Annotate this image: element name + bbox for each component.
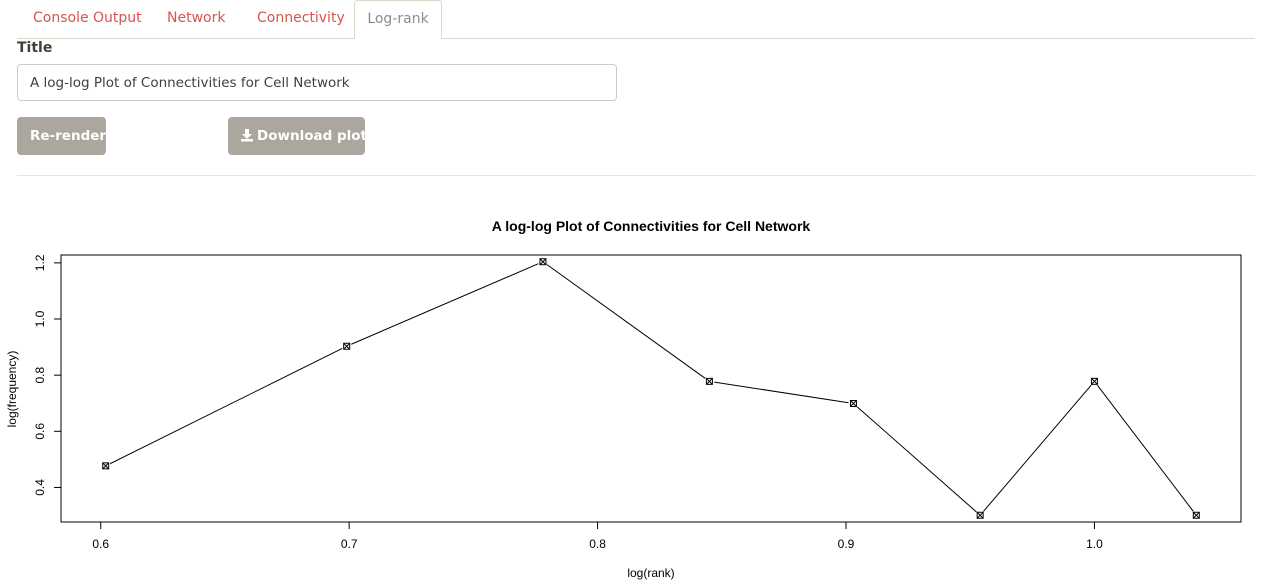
y-tick-label: 0.6 [33, 423, 47, 440]
x-tick-label: 0.8 [589, 537, 606, 551]
x-tick-label: 0.9 [838, 537, 855, 551]
line-segment [983, 384, 1092, 512]
y-axis: 0.4 0.6 0.8 1.0 1.2 [33, 254, 61, 496]
series-line [102, 258, 1200, 519]
line-segment [351, 263, 539, 345]
plot-frame [60, 254, 1242, 523]
y-tick-label: 1.2 [33, 254, 47, 271]
log-rank-plot: A log-log Plot of Connectivities for Cel… [5, 218, 1242, 580]
x-tick-label: 0.6 [92, 537, 109, 551]
data-point [705, 377, 713, 385]
download-plot-label: Download plot [257, 128, 367, 144]
rerender-button[interactable]: Re-render [17, 117, 106, 155]
plot-title: A log-log Plot of Connectivities for Cel… [492, 218, 811, 234]
line-segment [1097, 385, 1194, 512]
x-axis-label: log(rank) [627, 566, 674, 580]
title-input[interactable] [17, 64, 617, 101]
y-tick-label: 0.4 [33, 479, 47, 496]
tab-connectivity[interactable]: Connectivity [257, 10, 345, 26]
tab-network[interactable]: Network [167, 10, 226, 26]
title-field-label: Title [17, 40, 53, 56]
data-point [102, 462, 110, 470]
y-tick-label: 1.0 [33, 310, 47, 327]
data-point [539, 258, 547, 266]
data-point [1090, 377, 1098, 385]
y-tick-label: 0.8 [33, 366, 47, 383]
data-point [343, 342, 351, 350]
x-tick-label: 0.7 [341, 537, 358, 551]
data-point [849, 400, 857, 408]
download-plot-button[interactable]: Download plot [228, 117, 367, 157]
tab-console-output[interactable]: Console Output [33, 10, 142, 26]
tab-log-rank[interactable]: Log-rank [354, 0, 442, 39]
tab-bar: Console Output Network Connectivity Log-… [17, 0, 1255, 39]
x-axis: 0.6 0.7 0.8 0.9 1.0 [92, 522, 1103, 551]
section-divider [17, 175, 1255, 176]
line-segment [714, 381, 849, 404]
y-axis-label: log(frequency) [5, 351, 19, 428]
data-point [1192, 511, 1200, 519]
download-icon [240, 119, 254, 157]
line-segment [856, 406, 977, 513]
x-tick-label: 1.0 [1086, 537, 1103, 551]
data-point [976, 511, 984, 519]
line-segment [546, 264, 706, 379]
line-segment [109, 348, 343, 465]
